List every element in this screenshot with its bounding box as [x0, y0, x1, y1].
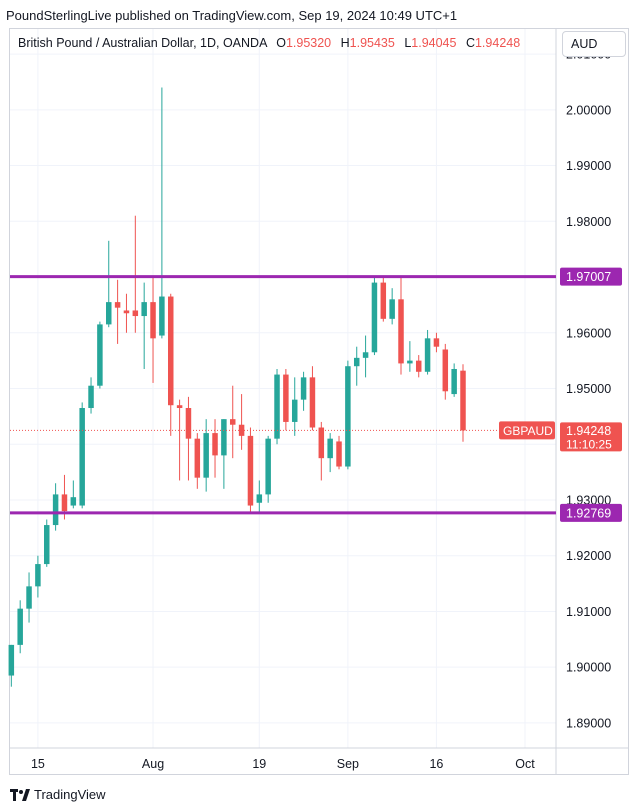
candle-body: [389, 299, 395, 319]
candle-body: [283, 374, 289, 422]
candle-body: [371, 282, 378, 353]
candle-body: [203, 433, 209, 478]
open-value: 1.95320: [285, 36, 332, 50]
candle-body: [167, 296, 174, 406]
chart-legend: British Pound / Australian Dollar, 1D, O…: [18, 36, 520, 50]
candle-body: [141, 302, 147, 317]
candle-body: [185, 408, 192, 439]
last-price-label: 1.94248: [566, 424, 611, 438]
candle-body: [221, 419, 227, 456]
candle-body: [114, 302, 121, 308]
y-tick-label: 1.92000: [566, 549, 611, 563]
chart-frame: [9, 28, 629, 775]
candle-body: [345, 366, 351, 467]
tradingview-brand: TradingView: [34, 787, 106, 802]
y-tick-label: 1.90000: [566, 661, 611, 675]
candle-body: [247, 435, 254, 506]
y-tick-label: 1.96000: [566, 326, 611, 340]
close-label: C: [465, 36, 475, 50]
candle-body: [132, 310, 139, 317]
y-tick-label: 1.91000: [566, 605, 611, 619]
level-price-label: 1.92769: [566, 506, 611, 520]
candle-body: [26, 586, 32, 609]
candle-body: [176, 405, 183, 409]
candle-body: [460, 370, 466, 431]
bar-countdown-label: 11:10:25: [566, 437, 612, 451]
candle-body: [442, 349, 449, 392]
currency-button[interactable]: AUD: [562, 31, 626, 57]
x-tick-label: 15: [31, 757, 45, 771]
candle-body: [97, 324, 103, 386]
x-tick-label: 16: [429, 757, 443, 771]
candle-body: [353, 357, 360, 367]
symbol-tag: [499, 421, 555, 440]
candle-body: [291, 399, 298, 422]
candle-body: [407, 360, 413, 364]
candle-body: [70, 497, 77, 506]
candle-body: [79, 408, 85, 506]
candle-body: [274, 374, 280, 439]
candle-body: [398, 299, 404, 364]
candle-body: [327, 438, 333, 459]
candle-body: [309, 377, 316, 428]
level-price-label: 1.97007: [566, 270, 611, 284]
high-label: H: [340, 36, 350, 50]
footer: TradingView: [10, 787, 106, 802]
candle-body: [61, 494, 68, 512]
candle-body: [159, 296, 165, 336]
candle-body: [433, 338, 440, 347]
candle-body: [318, 427, 325, 459]
candle-body: [380, 282, 387, 319]
low-value: 1.94045: [411, 36, 457, 50]
y-tick-label: 1.95000: [566, 382, 611, 396]
candle-body: [150, 302, 156, 339]
candle-body: [52, 494, 59, 526]
y-tick-label: 1.89000: [566, 716, 611, 730]
candle-body: [44, 525, 50, 565]
level-price-tag: [560, 503, 622, 522]
candle-body: [88, 385, 94, 409]
candle-body: [35, 564, 41, 587]
symbol-tag-label: GBPAUD: [503, 424, 553, 438]
y-tick-label: 1.99000: [566, 159, 611, 173]
close-value: 1.94248: [474, 36, 521, 50]
level-price-tag: [560, 267, 622, 286]
candle-body: [336, 441, 342, 467]
candle-body: [362, 352, 369, 358]
candle-body: [265, 438, 271, 495]
x-tick-label: Sep: [337, 757, 359, 771]
candle-body: [212, 433, 218, 456]
x-tick-label: Oct: [515, 757, 535, 771]
low-label: L: [404, 36, 412, 50]
candle-body: [256, 494, 263, 503]
symbol-description[interactable]: British Pound / Australian Dollar, 1D, O…: [18, 36, 267, 50]
candle-body: [8, 644, 15, 676]
y-tick-label: 1.98000: [566, 215, 611, 229]
x-tick-label: Aug: [142, 757, 164, 771]
candle-body: [194, 438, 201, 478]
candle-body: [229, 419, 236, 425]
high-value: 1.95435: [349, 36, 395, 50]
tradingview-logo-icon: [10, 788, 30, 801]
candle-body: [106, 302, 112, 325]
candle-body: [451, 368, 457, 395]
y-tick-label: 2.00000: [566, 103, 611, 117]
publish-caption: PoundSterlingLive published on TradingVi…: [6, 8, 458, 23]
open-label: O: [276, 36, 286, 50]
x-tick-label: 19: [252, 757, 266, 771]
candle-body: [424, 338, 431, 372]
candle-body: [415, 360, 422, 372]
candle-body: [123, 310, 130, 314]
candle-body: [17, 608, 23, 645]
candle-body: [300, 377, 307, 400]
last-price-tag: [560, 422, 622, 452]
